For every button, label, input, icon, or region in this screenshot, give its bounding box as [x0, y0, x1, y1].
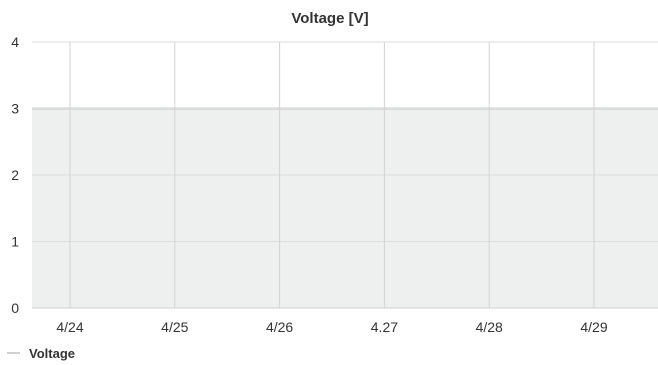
grid-lines — [32, 41, 658, 309]
x-tick-label: 4/28 — [476, 319, 503, 335]
x-tick-label: 4/29 — [580, 319, 607, 335]
legend-label-voltage[interactable]: Voltage — [29, 346, 75, 361]
y-tick-label: 4 — [11, 34, 19, 50]
series-area-fill — [32, 108, 658, 308]
y-tick-label: 1 — [11, 234, 19, 250]
x-axis-tick-labels: 4/24 4/25 4/26 4.27 4/28 4/29 — [56, 319, 607, 335]
chart-title: Voltage [V] — [291, 10, 368, 27]
x-tick-label: 4/24 — [56, 319, 83, 335]
series-area-layer — [32, 107, 658, 308]
y-tick-label: 3 — [11, 101, 19, 117]
y-tick-label: 0 — [11, 300, 19, 316]
x-tick-label: 4/25 — [161, 319, 188, 335]
legend[interactable]: Voltage — [7, 346, 75, 361]
y-tick-label: 2 — [11, 167, 19, 183]
x-tick-label: 4.27 — [371, 319, 398, 335]
y-axis-tick-labels: 0 1 2 3 4 — [11, 34, 19, 316]
x-tick-label: 4/26 — [266, 319, 293, 335]
